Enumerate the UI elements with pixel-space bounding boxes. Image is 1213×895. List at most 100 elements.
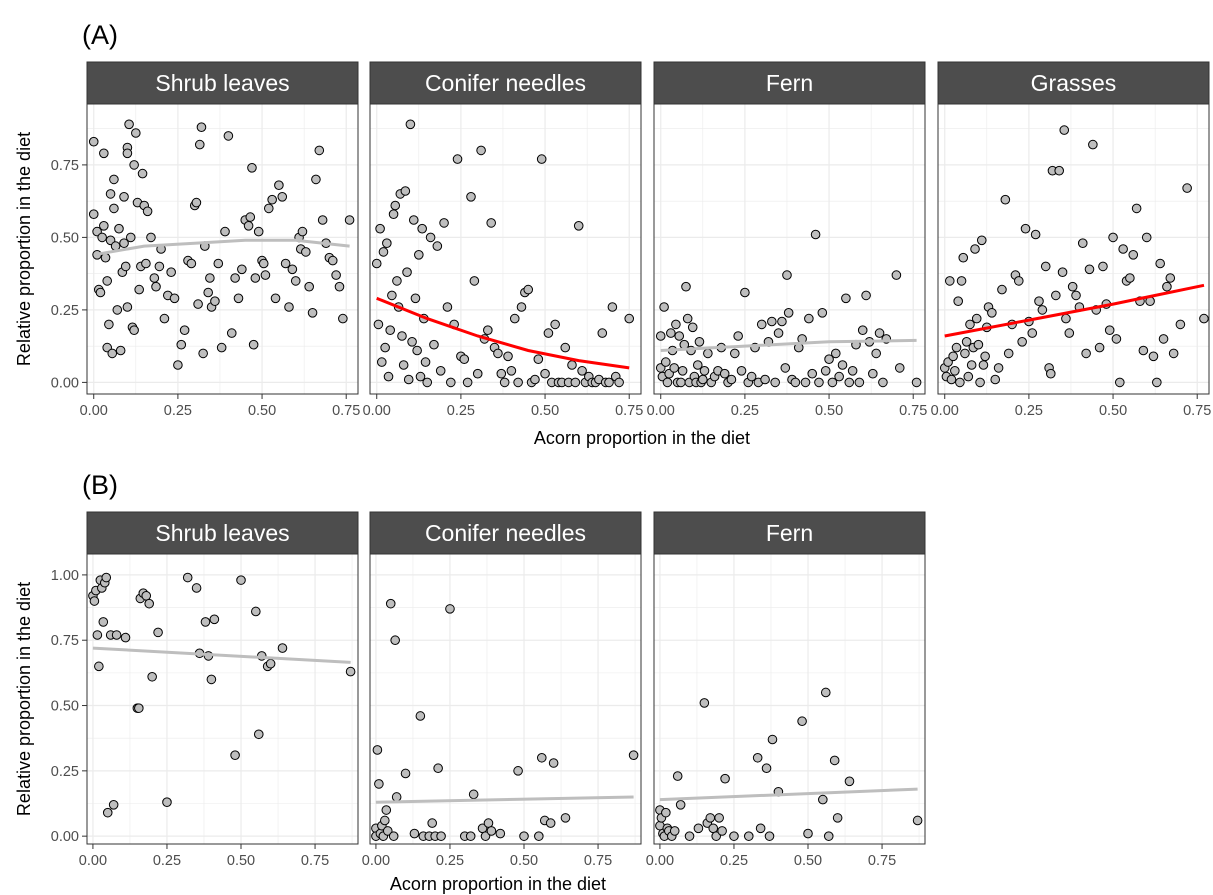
data-point	[509, 313, 520, 324]
y-tick-label: 0.25	[51, 764, 79, 780]
facet-strip	[86, 511, 359, 555]
data-point	[114, 223, 124, 234]
panel-border	[653, 553, 926, 845]
data-point	[317, 215, 328, 225]
data-point	[1148, 351, 1159, 362]
data-point	[247, 163, 257, 173]
data-point	[687, 322, 698, 333]
data-point	[405, 119, 416, 130]
data-point	[847, 366, 858, 376]
data-point	[965, 319, 975, 330]
data-point	[1118, 244, 1128, 254]
data-point	[137, 168, 148, 179]
data-point	[545, 818, 556, 828]
data-point	[868, 368, 878, 379]
data-point	[714, 813, 724, 823]
data-point	[230, 273, 240, 283]
data-point	[125, 232, 136, 243]
data-point	[717, 826, 727, 836]
data-point	[141, 591, 152, 601]
data-point	[1057, 267, 1068, 278]
data-point	[191, 583, 202, 593]
data-point	[767, 316, 777, 327]
y-axis-title: Relative proportion in the diet	[14, 582, 34, 816]
data-point	[385, 325, 395, 336]
data-point	[830, 348, 841, 359]
data-point	[597, 328, 608, 338]
data-point	[390, 635, 400, 646]
data-point	[740, 287, 750, 298]
data-point	[705, 813, 716, 823]
data-point	[1165, 273, 1176, 283]
data-point	[911, 377, 922, 388]
x-tick-label: 0.75	[899, 403, 927, 419]
data-point	[480, 831, 491, 841]
data-point	[182, 572, 193, 583]
facet-strip	[369, 61, 642, 105]
data-point	[894, 363, 905, 373]
data-point	[122, 302, 133, 312]
data-point	[97, 232, 107, 243]
data-point	[169, 293, 180, 304]
data-point	[671, 319, 681, 330]
data-point	[980, 351, 990, 362]
data-point	[536, 154, 547, 164]
data-point	[415, 711, 426, 721]
data-point	[109, 174, 119, 185]
data-point	[733, 331, 743, 341]
data-point	[277, 192, 288, 202]
data-point	[176, 339, 187, 350]
data-point	[543, 328, 554, 338]
data-point	[1131, 203, 1142, 214]
data-point	[675, 800, 686, 810]
data-point	[1098, 261, 1108, 272]
data-point	[173, 360, 183, 370]
data-point	[548, 758, 559, 768]
data-point	[699, 366, 710, 376]
facet-strip	[369, 511, 642, 555]
panel-border	[86, 553, 359, 845]
data-point	[250, 273, 261, 283]
data-point	[107, 348, 118, 359]
y-tick-label: 0.50	[51, 230, 79, 246]
x-tick-label: 0.25	[731, 403, 759, 419]
data-point	[824, 354, 834, 365]
data-point	[166, 267, 176, 278]
panel-border	[369, 103, 642, 395]
data-point	[388, 209, 399, 219]
data-point	[698, 374, 708, 385]
data-point	[142, 206, 153, 217]
data-point	[392, 276, 402, 286]
data-point	[844, 377, 855, 388]
data-point	[693, 823, 704, 834]
data-point	[151, 281, 161, 292]
data-point	[1114, 377, 1125, 388]
data-point	[577, 366, 587, 376]
data-point	[1040, 261, 1051, 272]
data-point	[277, 643, 288, 653]
data-point	[666, 328, 676, 338]
data-point	[245, 212, 256, 222]
data-point	[314, 145, 325, 156]
data-point	[253, 226, 264, 237]
data-point	[112, 305, 123, 315]
data-point	[425, 232, 436, 243]
data-point	[770, 377, 780, 388]
data-point	[676, 377, 686, 388]
data-point	[417, 223, 427, 234]
data-point	[141, 258, 151, 269]
data-point	[124, 119, 134, 130]
data-point	[402, 267, 412, 278]
panel-border	[653, 103, 926, 395]
data-point	[987, 308, 997, 318]
data-point	[331, 270, 341, 280]
data-point	[153, 627, 163, 638]
data-point	[1000, 194, 1011, 205]
data-point	[280, 258, 291, 269]
panel-border	[369, 553, 642, 845]
data-point	[818, 794, 828, 805]
data-point	[159, 313, 170, 324]
panel-tag: (B)	[82, 470, 118, 500]
data-point	[756, 319, 767, 330]
data-point	[993, 363, 1004, 373]
